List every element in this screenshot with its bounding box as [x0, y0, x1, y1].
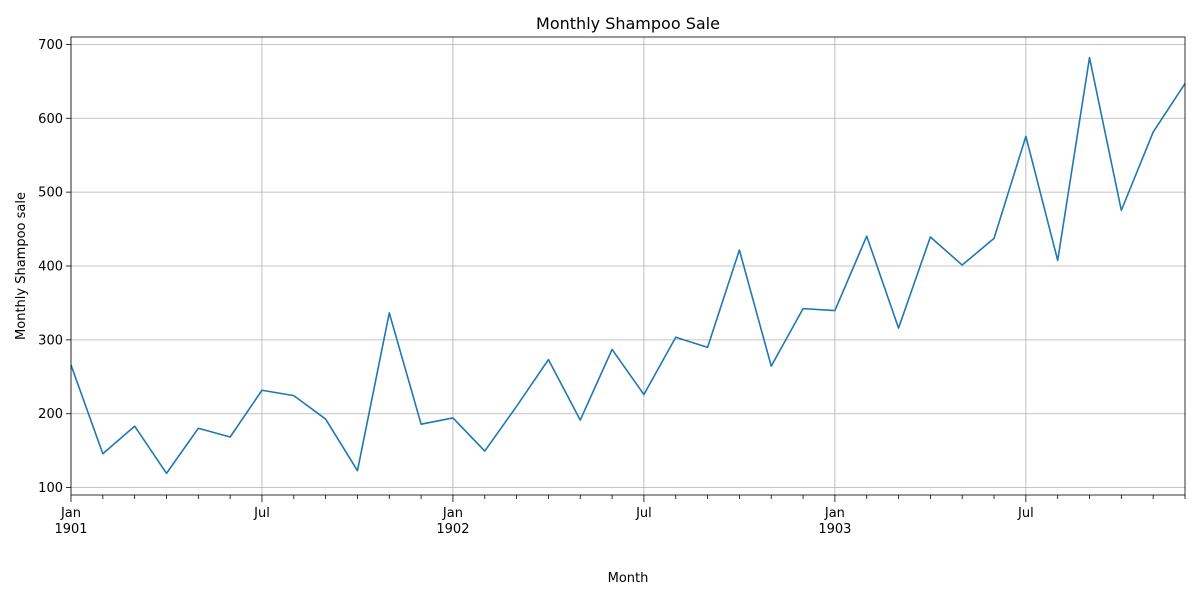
x-tick-year-label: 1902: [436, 522, 469, 537]
y-axis-label: Monthly Shampoo sale: [14, 192, 29, 340]
chart-title: Monthly Shampoo Sale: [536, 14, 720, 33]
y-tick-label: 500: [38, 186, 63, 201]
y-tick-label: 300: [38, 333, 63, 348]
x-tick-label: Jan: [824, 506, 845, 521]
grid: [70, 37, 1185, 495]
y-tick-label: 100: [38, 481, 63, 496]
x-tick-label: Jan: [442, 506, 463, 521]
y-tick-label: 400: [38, 260, 63, 275]
y-tick-label: 700: [38, 38, 63, 53]
x-tick-label: Jul: [635, 506, 652, 521]
y-tick-label: 600: [38, 112, 63, 127]
x-tick-year-label: 1901: [54, 522, 87, 537]
series-line: [70, 56, 1186, 475]
series-points: [71, 58, 1185, 474]
x-tick-label: Jul: [1017, 506, 1034, 521]
x-axis-label: Month: [608, 571, 649, 586]
x-tick-label: Jan: [60, 506, 81, 521]
x-tick-year-label: 1903: [818, 522, 851, 537]
y-tick-label: 200: [38, 407, 63, 422]
x-tick-label: Jul: [253, 506, 270, 521]
